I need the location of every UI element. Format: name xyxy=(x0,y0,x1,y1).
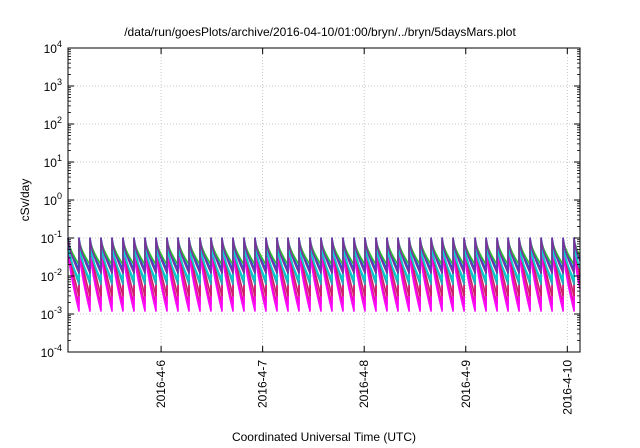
series-line xyxy=(67,245,581,281)
y-tick-base: 10 xyxy=(44,118,58,132)
y-tick-base: 10 xyxy=(41,232,55,246)
y-tick-label: 101 xyxy=(44,153,62,170)
y-tick-label: 10-4 xyxy=(41,343,62,360)
y-tick-base: 10 xyxy=(41,308,55,322)
y-tick-label: 100 xyxy=(44,191,62,208)
y-tick-label: 10-2 xyxy=(41,267,62,284)
x-axis: 2016-4-6 2016-4-7 2016-4-8 2016-4-9 2016-4-1… xyxy=(154,48,574,415)
y-tick-exponent: 1 xyxy=(57,153,62,163)
y-tick-base: 10 xyxy=(41,270,55,284)
y-tick-exponent: -3 xyxy=(54,305,62,315)
y-tick-base: 10 xyxy=(44,42,58,56)
y-tick-exponent: -1 xyxy=(54,229,62,239)
series-line xyxy=(67,238,581,274)
x-axis-label: Coordinated Universal Time (UTC) xyxy=(232,430,416,444)
y-tick-label: 102 xyxy=(44,115,62,132)
series-layer xyxy=(67,237,581,312)
y-tick-base: 10 xyxy=(44,194,58,208)
x-tick-label: 2016-4-7 xyxy=(256,360,270,408)
x-tick-label: 2016-4-9 xyxy=(459,360,473,408)
y-tick-label: 103 xyxy=(44,77,62,94)
series-line xyxy=(67,247,581,312)
y-tick-base: 10 xyxy=(41,346,55,360)
y-tick-exponent: 3 xyxy=(57,77,62,87)
chart-title: /data/run/goesPlots/archive/2016-04-10/0… xyxy=(124,25,516,39)
x-tick-label: 2016-4-6 xyxy=(154,360,168,408)
y-tick-exponent: 0 xyxy=(57,191,62,201)
y-tick-base: 10 xyxy=(44,80,58,94)
y-tick-exponent: -4 xyxy=(54,343,62,353)
y-tick-base: 10 xyxy=(44,156,58,170)
y-axis-label: cSv/day xyxy=(18,179,32,222)
y-tick-label: 10-3 xyxy=(41,305,62,322)
y-tick-label: 10-1 xyxy=(41,229,62,246)
y-tick-exponent: 2 xyxy=(57,115,62,125)
y-tick-exponent: 4 xyxy=(57,39,62,49)
x-tick-label: 2016-4-8 xyxy=(357,360,371,408)
x-tick-label: 2016-4-10 xyxy=(560,360,574,415)
y-tick-exponent: -2 xyxy=(54,267,62,277)
y-tick-label: 104 xyxy=(44,39,62,56)
